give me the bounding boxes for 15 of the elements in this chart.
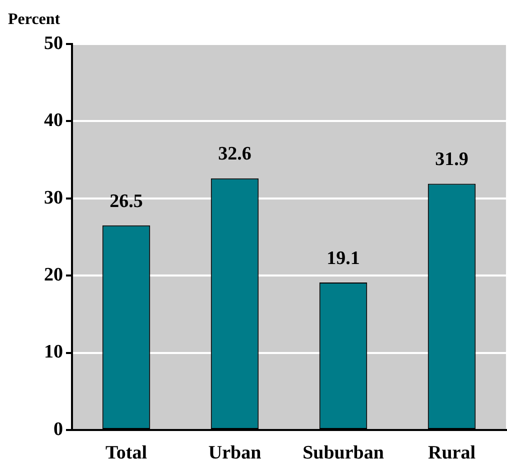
y-tick-label: 40 [44,110,63,132]
data-label: 31.9 [435,149,468,170]
y-tick-label: 50 [44,32,63,54]
y-tick-label: 0 [54,418,63,440]
x-tick-label: Rural [428,442,476,464]
x-tick-label: Urban [208,442,262,464]
y-tick-label: 20 [44,264,63,286]
x-tick-label: Suburban [302,442,384,464]
data-label: 19.1 [326,248,360,269]
data-label: 26.5 [110,190,143,212]
y-axis-title: Percent [8,11,61,28]
y-tick-label: 30 [44,187,63,208]
x-tick-label: Total [105,442,148,464]
data-label: 32.6 [218,144,252,165]
y-tick-label: 10 [44,342,63,363]
